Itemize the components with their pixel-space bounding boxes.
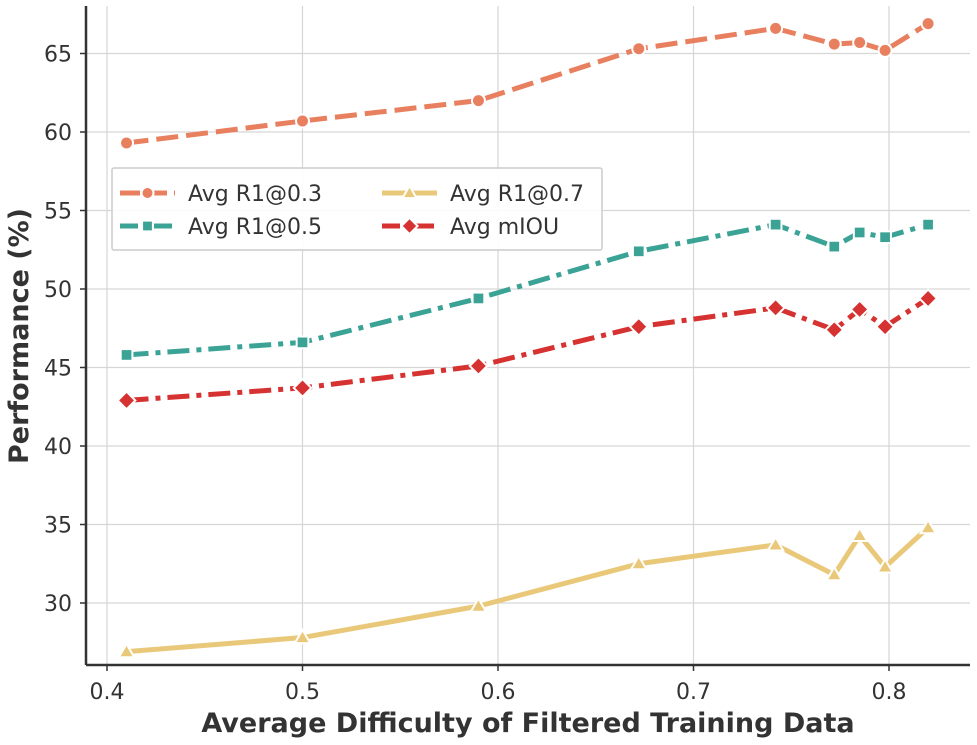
legend-label: Avg R1@0.3: [188, 182, 322, 207]
series-avg-r1-0-3: [119, 16, 936, 151]
data-point: [852, 35, 868, 51]
data-point: [295, 335, 310, 350]
data-point: [119, 348, 134, 362]
data-point: [468, 355, 489, 377]
data-point: [116, 390, 137, 411]
series-layer: [116, 16, 939, 659]
data-point: [119, 135, 135, 151]
data-point: [766, 535, 786, 552]
legend-entry: Avg mIOU: [382, 215, 559, 240]
data-point: [470, 93, 486, 109]
legend-marker: [400, 183, 419, 200]
data-point: [293, 627, 312, 645]
data-point: [918, 517, 938, 535]
y-tick-label: 40: [44, 435, 72, 460]
data-point: [768, 20, 784, 36]
data-point: [117, 642, 136, 659]
legend-label: Avg R1@0.7: [450, 182, 584, 207]
series-line: [126, 525, 930, 655]
y-tick-label: 35: [44, 514, 72, 539]
data-point: [469, 596, 488, 613]
data-point: [917, 288, 939, 309]
legend-label: Avg mIOU: [450, 215, 559, 240]
series-line: [126, 296, 930, 403]
y-axis-title: Performance (%): [4, 208, 35, 464]
data-point: [874, 316, 896, 337]
data-point: [878, 230, 892, 245]
y-tick-label: 55: [44, 200, 72, 225]
data-point: [295, 113, 310, 129]
x-axis-title: Average Difficulty of Filtered Training …: [201, 708, 854, 739]
legend-marker: [141, 219, 154, 233]
y-tick-label: 60: [44, 121, 72, 146]
x-tick-label: 0.6: [481, 680, 516, 705]
legend-entry: Avg R1@0.3: [120, 182, 322, 207]
data-point: [765, 297, 786, 319]
data-point: [826, 36, 842, 52]
data-point: [292, 377, 313, 399]
axes: [84, 6, 970, 667]
data-point: [920, 16, 936, 32]
legend-marker: [140, 186, 155, 200]
legend: Avg R1@0.3 Avg R1@0.5 Avg R1@0.7 Avg mIOU: [111, 167, 603, 251]
legend-box: [111, 167, 603, 251]
data-point: [852, 225, 867, 240]
data-point: [849, 299, 870, 320]
data-point: [471, 291, 486, 306]
tick-labels: 0.4 0.5 0.6 0.7 0.8 30 35 40 45 50 55 60 65: [44, 43, 907, 706]
y-tick-label: 50: [44, 278, 72, 303]
data-point: [631, 244, 646, 259]
y-tick-label: 65: [44, 43, 72, 68]
x-tick-label: 0.8: [872, 680, 907, 705]
x-tick-label: 0.5: [285, 680, 320, 705]
legend-entry: Avg R1@0.5: [120, 215, 322, 240]
legend-entry: Avg R1@0.7: [382, 182, 584, 207]
series-avg-r1-0-5: [119, 217, 935, 362]
data-point: [875, 557, 895, 574]
data-point: [629, 554, 649, 571]
legend-label: Avg R1@0.5: [188, 215, 322, 240]
data-point: [628, 316, 649, 337]
y-tick-label: 45: [44, 357, 72, 382]
data-point: [877, 42, 893, 58]
data-point: [824, 319, 845, 341]
data-point: [768, 217, 783, 232]
y-tick-label: 30: [44, 592, 72, 617]
x-tick-label: 0.4: [90, 680, 125, 705]
series-line: [126, 21, 930, 146]
legend-marker: [399, 216, 420, 236]
data-point: [827, 239, 842, 254]
data-point: [631, 41, 647, 57]
data-point: [850, 525, 870, 543]
series-avg-r1-0-7: [117, 517, 938, 659]
data-point: [921, 217, 935, 232]
x-tick-label: 0.7: [676, 680, 711, 705]
data-point: [824, 565, 844, 582]
series-avg-miou: [116, 288, 939, 411]
